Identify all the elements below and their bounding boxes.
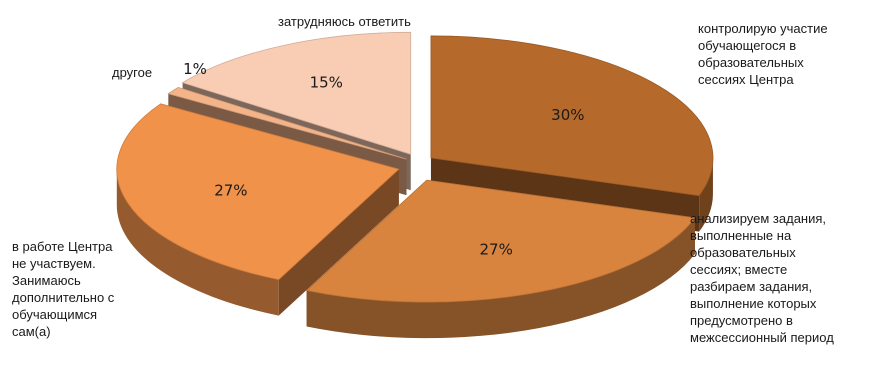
value-label-control: 30% xyxy=(551,106,584,124)
slice-label-analyze: анализируем задания, выполненные на обра… xyxy=(690,211,834,345)
slice-top-analyze xyxy=(305,179,696,303)
slice-wall-self-study-0 xyxy=(278,169,399,316)
value-label-analyze: 27% xyxy=(480,241,513,259)
pie-tops xyxy=(116,31,714,303)
slice-side-analyze xyxy=(306,217,695,339)
slice-side-control xyxy=(699,157,713,232)
slice-top-self-study xyxy=(116,103,400,281)
slice-top-other xyxy=(167,86,407,160)
pie-value-labels: 30% 27% 27% 1% 15% xyxy=(183,60,584,259)
slice-label-other: другое xyxy=(112,65,153,80)
slice-top-control xyxy=(430,35,714,197)
value-label-other: 1% xyxy=(183,60,207,78)
slice-side-self-study xyxy=(116,169,279,316)
slice-label-undecided: затрудняюсь ответить xyxy=(278,14,411,29)
slice-label-self-study: в работе Центра не участвуем. Занимаюсь … xyxy=(12,239,115,339)
value-label-undecided: 15% xyxy=(310,74,343,92)
slice-top-undecided xyxy=(181,31,412,155)
value-label-self-study: 27% xyxy=(214,181,247,199)
slice-label-control: контролирую участие обучающегося в образ… xyxy=(698,21,828,87)
